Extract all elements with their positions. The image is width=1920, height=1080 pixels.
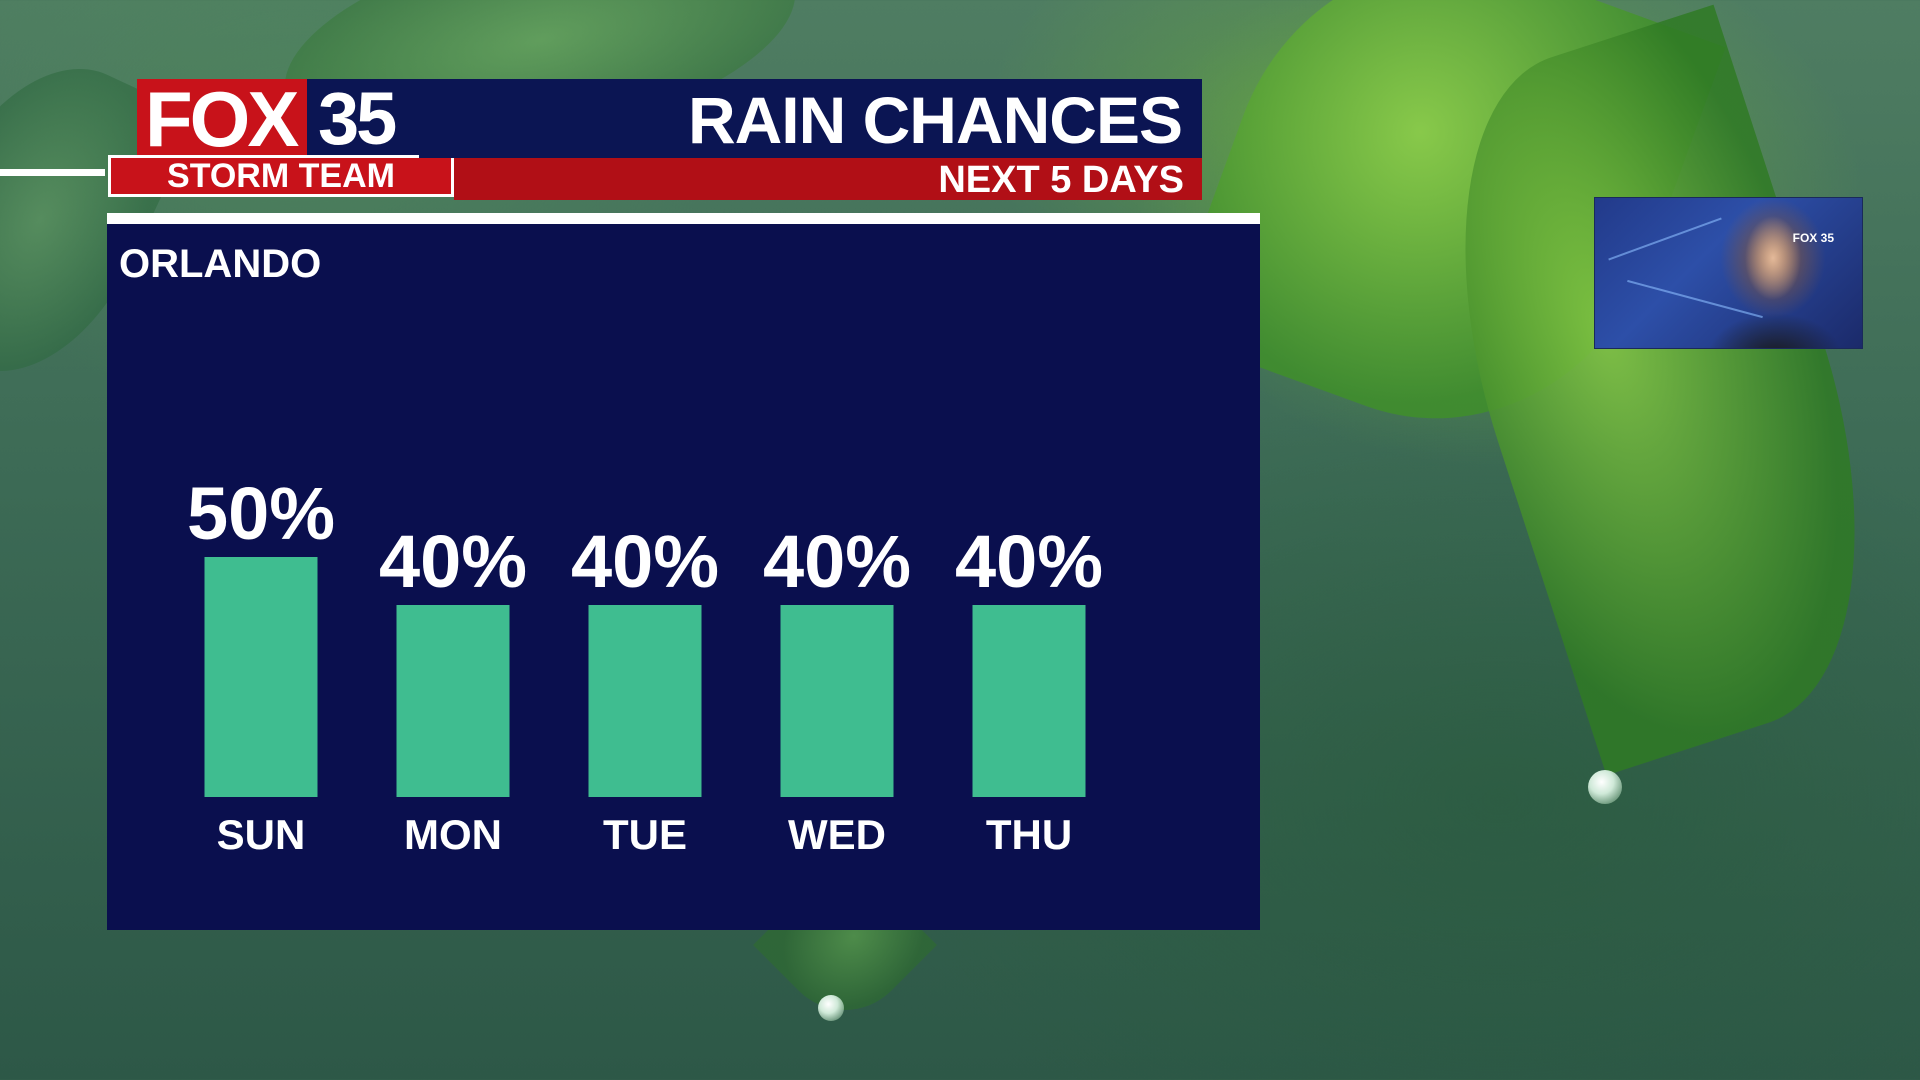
page-subtitle: NEXT 5 DAYS	[938, 159, 1184, 201]
inset-logo: FOX 35	[1792, 231, 1834, 245]
category-label-thu: THU	[986, 811, 1072, 858]
bar-wed	[780, 605, 894, 797]
water-drop	[818, 995, 844, 1021]
bar-tue	[588, 605, 702, 797]
water-drop	[1588, 770, 1622, 804]
bar-thu	[972, 605, 1086, 797]
logo-channel-number: 35	[318, 77, 397, 160]
chart-panel: ORLANDO 50% SUN 40% MON 40% TUE 40% WED 40% THU	[107, 213, 1260, 930]
rain-chance-chart: 50% SUN 40% MON 40% TUE 40% WED 40% THU	[187, 472, 1103, 858]
accent-line	[0, 169, 105, 176]
category-label-mon: MON	[404, 811, 502, 858]
bar-sun	[204, 557, 318, 797]
logo-fox-block	[137, 79, 307, 157]
storm-team-badge: STORM TEAM	[108, 155, 454, 197]
page-title: RAIN CHANCES	[687, 83, 1183, 157]
bar-mon	[396, 605, 510, 797]
logo-fox-text: FOX	[145, 75, 299, 163]
value-label-wed: 40%	[763, 520, 911, 603]
subtitle-bar: NEXT 5 DAYS	[454, 158, 1202, 200]
value-label-sun: 50%	[187, 472, 335, 555]
value-label-tue: 40%	[571, 520, 719, 603]
location-label: ORLANDO	[119, 242, 322, 286]
value-label-thu: 40%	[955, 520, 1103, 603]
category-label-wed: WED	[788, 811, 886, 858]
inset-graphic-line	[1627, 279, 1763, 319]
value-label-mon: 40%	[379, 520, 527, 603]
logo-channel-block	[307, 79, 419, 157]
category-label-sun: SUN	[217, 811, 306, 858]
meteorologist-video-inset: FOX 35	[1594, 197, 1863, 349]
category-label-tue: TUE	[603, 811, 687, 858]
inset-graphic-line	[1608, 217, 1722, 261]
title-bar: RAIN CHANCES	[419, 79, 1202, 158]
